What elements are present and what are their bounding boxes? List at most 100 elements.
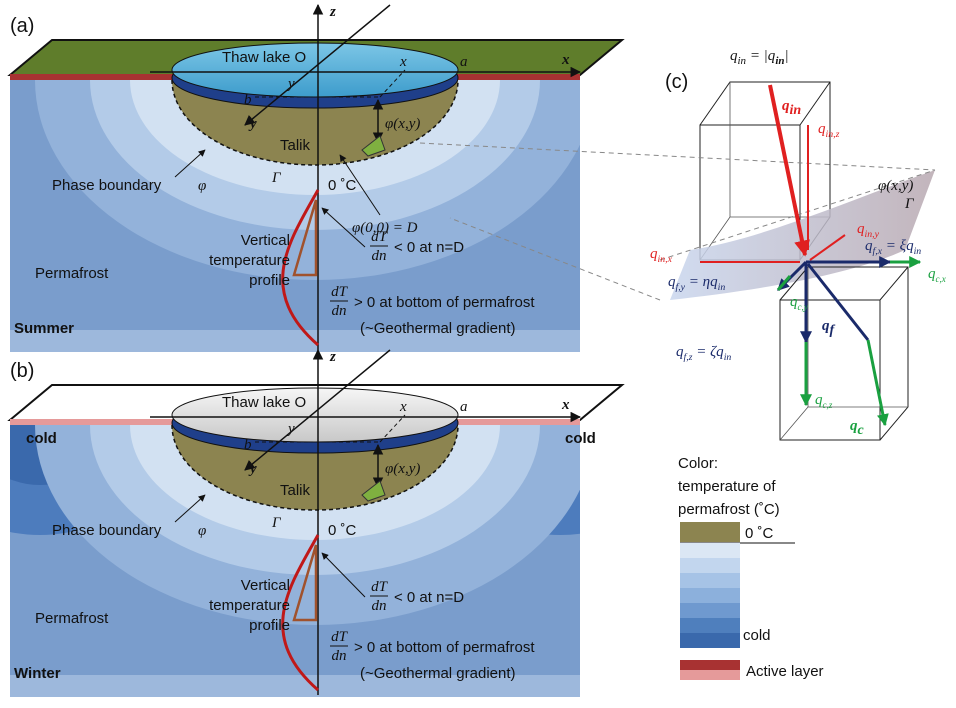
a-label: a	[460, 54, 468, 70]
subscript: in	[724, 352, 732, 363]
legend-active: Active layer	[746, 663, 824, 680]
q-in-x-label: qin,x	[650, 246, 673, 265]
subscript: c	[858, 423, 865, 438]
y-axis-label: y	[248, 461, 257, 477]
subscript: in,x	[658, 254, 673, 265]
legend-swatch	[680, 603, 740, 618]
y-label: y	[286, 76, 295, 92]
diagram: (a)zxThaw lake Oxaybyφ(x,y)TalikPhase bo…	[0, 0, 956, 708]
subscript: in	[775, 55, 784, 67]
subscript: in	[718, 282, 726, 293]
q-c-z-label: qc,z	[815, 392, 833, 410]
definition: qin = |qin|	[730, 48, 789, 67]
symbol: |	[785, 48, 789, 64]
phi-label: φ	[198, 178, 206, 194]
lake-label: Thaw lake O	[222, 49, 306, 66]
profile-label: Vertical	[241, 232, 290, 249]
gamma-label: Γ	[271, 515, 282, 531]
y-axis-label: y	[248, 116, 257, 132]
profile-label: Vertical	[241, 577, 290, 594]
subscript: f,z	[684, 352, 693, 363]
arrow-q-c	[868, 340, 885, 425]
cold-label: cold	[26, 430, 57, 447]
arrow-q-f	[808, 264, 868, 340]
gradient-bottom-label-num: dT	[331, 284, 349, 300]
subscript: in	[914, 246, 922, 257]
profile-label: profile	[249, 617, 290, 634]
permafrost-label: Permafrost	[35, 265, 109, 282]
gamma-label: Γ	[904, 196, 915, 212]
equals: = |q	[746, 48, 776, 64]
q-in-label: qin	[782, 98, 801, 118]
legend-title: Color:	[678, 455, 718, 472]
z-label: z	[329, 349, 336, 365]
season-label: Winter	[14, 665, 61, 682]
subscript: c,y	[798, 302, 809, 312]
legend-zero: 0 ˚C	[745, 525, 774, 542]
gradient-bottom-label-num: dT	[331, 629, 349, 645]
conduction-box-hidden	[780, 267, 908, 440]
profile-label: profile	[249, 272, 290, 289]
b-label: b	[244, 437, 252, 453]
lake-label: Thaw lake O	[222, 394, 306, 411]
phase-boundary-label: Phase boundary	[52, 522, 162, 539]
phi-xy-label: φ(x,y)	[385, 116, 420, 132]
gradient-top-label: < 0 at n=D	[394, 239, 464, 256]
subscript: c,z	[823, 400, 833, 410]
zero-label: 0 ˚C	[328, 177, 357, 194]
q-c-label: qc	[850, 418, 865, 438]
lake-surface	[172, 388, 458, 442]
z-label: z	[329, 4, 336, 20]
q-in-z-label: qin,z	[818, 121, 840, 140]
x-axis-label: x	[561, 397, 570, 413]
gradient-top-label-num: dT	[371, 229, 389, 245]
legend-talik	[680, 522, 740, 542]
subscript: c,x	[936, 274, 946, 284]
gradient-top-label: < 0 at n=D	[394, 589, 464, 606]
phi-xy-label: φ(x,y)	[385, 461, 420, 477]
legend-title: temperature of	[678, 478, 776, 495]
q-c-x-label: qc,x	[928, 266, 946, 284]
legend-swatch	[680, 558, 740, 573]
legend-active-top	[680, 660, 740, 670]
legend-swatch	[680, 633, 740, 648]
panel-label: (c)	[665, 71, 688, 93]
gamma-label: Γ	[271, 170, 282, 186]
permafrost-label: Permafrost	[35, 610, 109, 627]
x-label: x	[399, 399, 407, 415]
legend-swatch	[680, 618, 740, 633]
panel-label: (a)	[10, 15, 34, 37]
legend-active-bottom	[680, 670, 740, 680]
phi-xy-label: φ(x,y)	[878, 178, 913, 194]
subscript: in,z	[826, 129, 840, 140]
lake-surface	[172, 43, 458, 97]
equals: = ζq	[692, 344, 724, 360]
geothermal-label: (~Geothermal gradient)	[360, 320, 516, 337]
q-f-label: qf	[822, 318, 836, 338]
subscript: in	[790, 103, 802, 118]
x-axis-label: x	[561, 52, 570, 68]
gradient-top-label-den: dn	[372, 248, 387, 264]
season-label: Summer	[14, 320, 74, 337]
equals: = ξq	[882, 238, 914, 254]
legend-swatch	[680, 573, 740, 588]
geothermal-label: (~Geothermal gradient)	[360, 665, 516, 682]
y-label: y	[286, 421, 295, 437]
x-label: x	[399, 54, 407, 70]
legend-swatch	[680, 543, 740, 558]
panel-label: (b)	[10, 360, 34, 382]
b-label: b	[244, 92, 252, 108]
gradient-bottom-label: > 0 at bottom of permafrost	[354, 639, 535, 656]
equals: = ηq	[685, 274, 718, 290]
gradient-top-label-den: dn	[372, 598, 387, 614]
legend-swatch	[680, 588, 740, 603]
phi-label: φ	[198, 523, 206, 539]
profile-label: temperature	[209, 597, 290, 614]
conduction-box	[780, 267, 908, 440]
gradient-bottom-label-den: dn	[332, 303, 347, 319]
talik-label: Talik	[280, 482, 311, 499]
talik-label: Talik	[280, 137, 311, 154]
cold-label: cold	[565, 430, 596, 447]
gradient-top-label-num: dT	[371, 579, 389, 595]
profile-label: temperature	[209, 252, 290, 269]
